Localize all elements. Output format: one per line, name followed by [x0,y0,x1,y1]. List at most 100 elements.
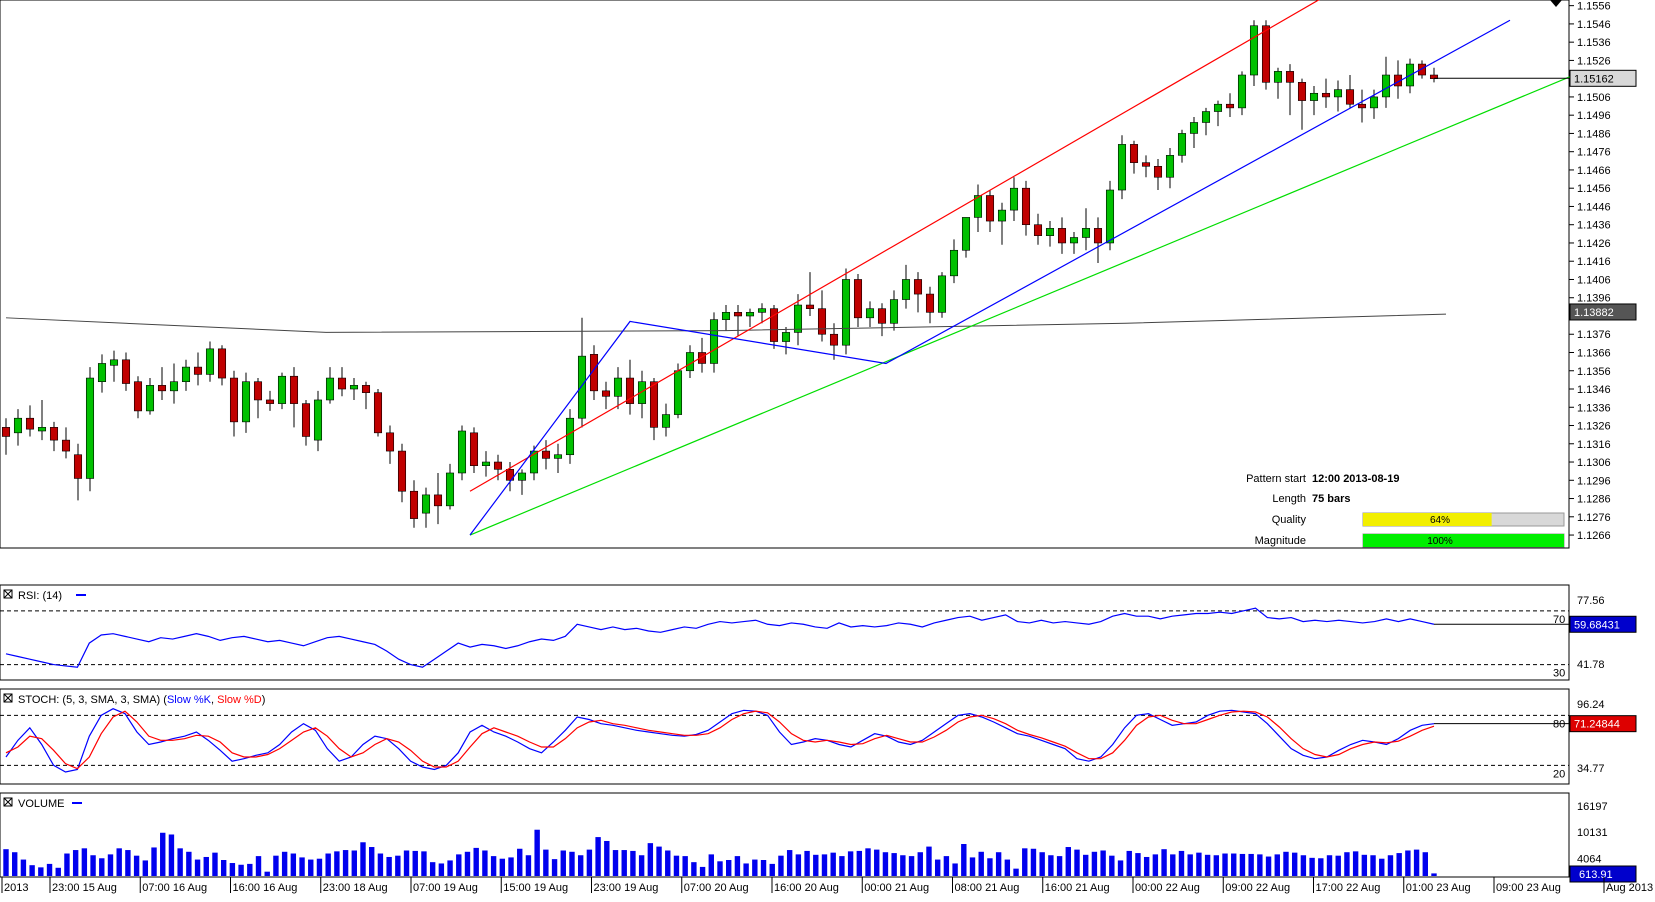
candle-body-up [1333,89,1343,98]
candle [901,264,911,309]
candle-body-down [1357,103,1367,109]
rsi-close-icon[interactable] [3,589,13,599]
candle-body-down [625,377,635,404]
candle [1213,100,1223,127]
volume-bar [1274,854,1280,876]
volume-bar [1265,856,1272,876]
candle [1273,67,1283,99]
candle [613,367,623,410]
candle [697,337,707,373]
stoch-close-icon-cross [3,693,13,703]
volume-bar [1013,868,1019,876]
volume-bar [961,844,967,876]
scroll-marker-icon[interactable] [1550,0,1562,7]
volume-bar [1100,850,1106,876]
volume-header[interactable]: VOLUME [3,797,82,810]
rsi-label: RSI: (14) [18,590,62,602]
time-label: 08:00 21 Aug [955,882,1020,894]
candle [409,480,419,528]
volume-bar [1170,854,1176,876]
length-value: 75 bars [1312,493,1351,505]
price-tick-label: 1.1416 [1577,256,1611,268]
volume-bar [316,858,323,876]
stoch-close-icon[interactable] [3,693,13,703]
price-panel [0,0,1570,549]
candle-body-up [1081,228,1091,238]
candle [553,443,563,473]
volume-bar [46,863,53,876]
price-tick-label: 1.1286 [1577,494,1611,506]
candle-body-down [337,377,347,390]
volume-bar [438,863,445,876]
volume-bar [220,860,227,876]
candle [925,286,935,324]
candle-body-up [1165,155,1175,178]
volume-bar [691,862,697,876]
volume-bar [856,850,863,876]
candle [637,370,647,419]
candle-body-up [673,370,683,415]
pattern-info: Pattern start 12:00 2013-08-19 Length 75… [1246,473,1565,548]
stoch-label: STOCH: (5, 3, SMA, 3, SMA) [18,694,160,706]
current-value-box [1569,615,1637,633]
candle-body-up [637,381,647,404]
candle-body-down [805,304,815,309]
candle [361,381,371,410]
stoch-header[interactable]: STOCH: (5, 3, SMA, 3, SMA) (Slow %K, Slo… [3,693,265,706]
volume-bar [1291,852,1298,876]
pattern-start-value: 12:00 2013-08-19 [1312,473,1399,485]
volume-bar [3,849,9,876]
candle [541,440,551,470]
candle-body-down [913,279,923,295]
price-tick-label: 1.1496 [1577,110,1611,122]
volume-bar [360,842,366,876]
candle [937,272,947,318]
candle-body-down [373,392,383,434]
candle-body-up [1045,228,1055,236]
pattern-zigzag-line [469,19,1511,536]
volume-bar [1152,854,1159,876]
osc-tick-label: 96.24 [1577,699,1605,711]
candle-body-down [193,366,203,375]
candle [1261,20,1271,90]
rsi-header[interactable]: RSI: (14) [3,589,86,602]
candle [1081,208,1091,251]
volume-bar [708,854,714,876]
candle-body-down [25,417,35,430]
candle [1021,180,1031,236]
candle [61,427,71,459]
candle [1237,71,1247,116]
price-tick-label: 1.1356 [1577,366,1611,378]
volume-bar [534,829,540,876]
candle-body-up [937,275,947,313]
price-tick-label: 1.1506 [1577,92,1611,104]
volume-bar [621,850,627,876]
candle-body-up [277,375,287,404]
volume-bar [264,871,270,876]
candle [877,303,887,337]
candle-body-down [49,427,59,441]
candle [517,469,527,495]
candle-body-up [997,209,1007,222]
candle [421,487,431,528]
candle [25,405,35,437]
magnitude-value: 100% [1427,536,1453,547]
volume-bar [72,850,79,876]
candle [1309,85,1319,116]
candle [85,367,95,492]
volume-bar [865,848,871,876]
volume-bar [1030,848,1037,876]
volume-bar [813,854,819,876]
candle [973,184,983,233]
volume-bar [342,850,349,876]
volume-bar [99,858,105,876]
candle-body-down [289,375,299,404]
candle [1345,75,1355,108]
candle-body-up [13,417,23,434]
volume-close-icon[interactable] [3,797,13,807]
candle-body-down [601,390,611,397]
volume-bar [638,855,645,876]
candle-body-down [925,293,935,313]
candle-body-down [265,399,275,404]
volume-bar [1083,854,1089,876]
